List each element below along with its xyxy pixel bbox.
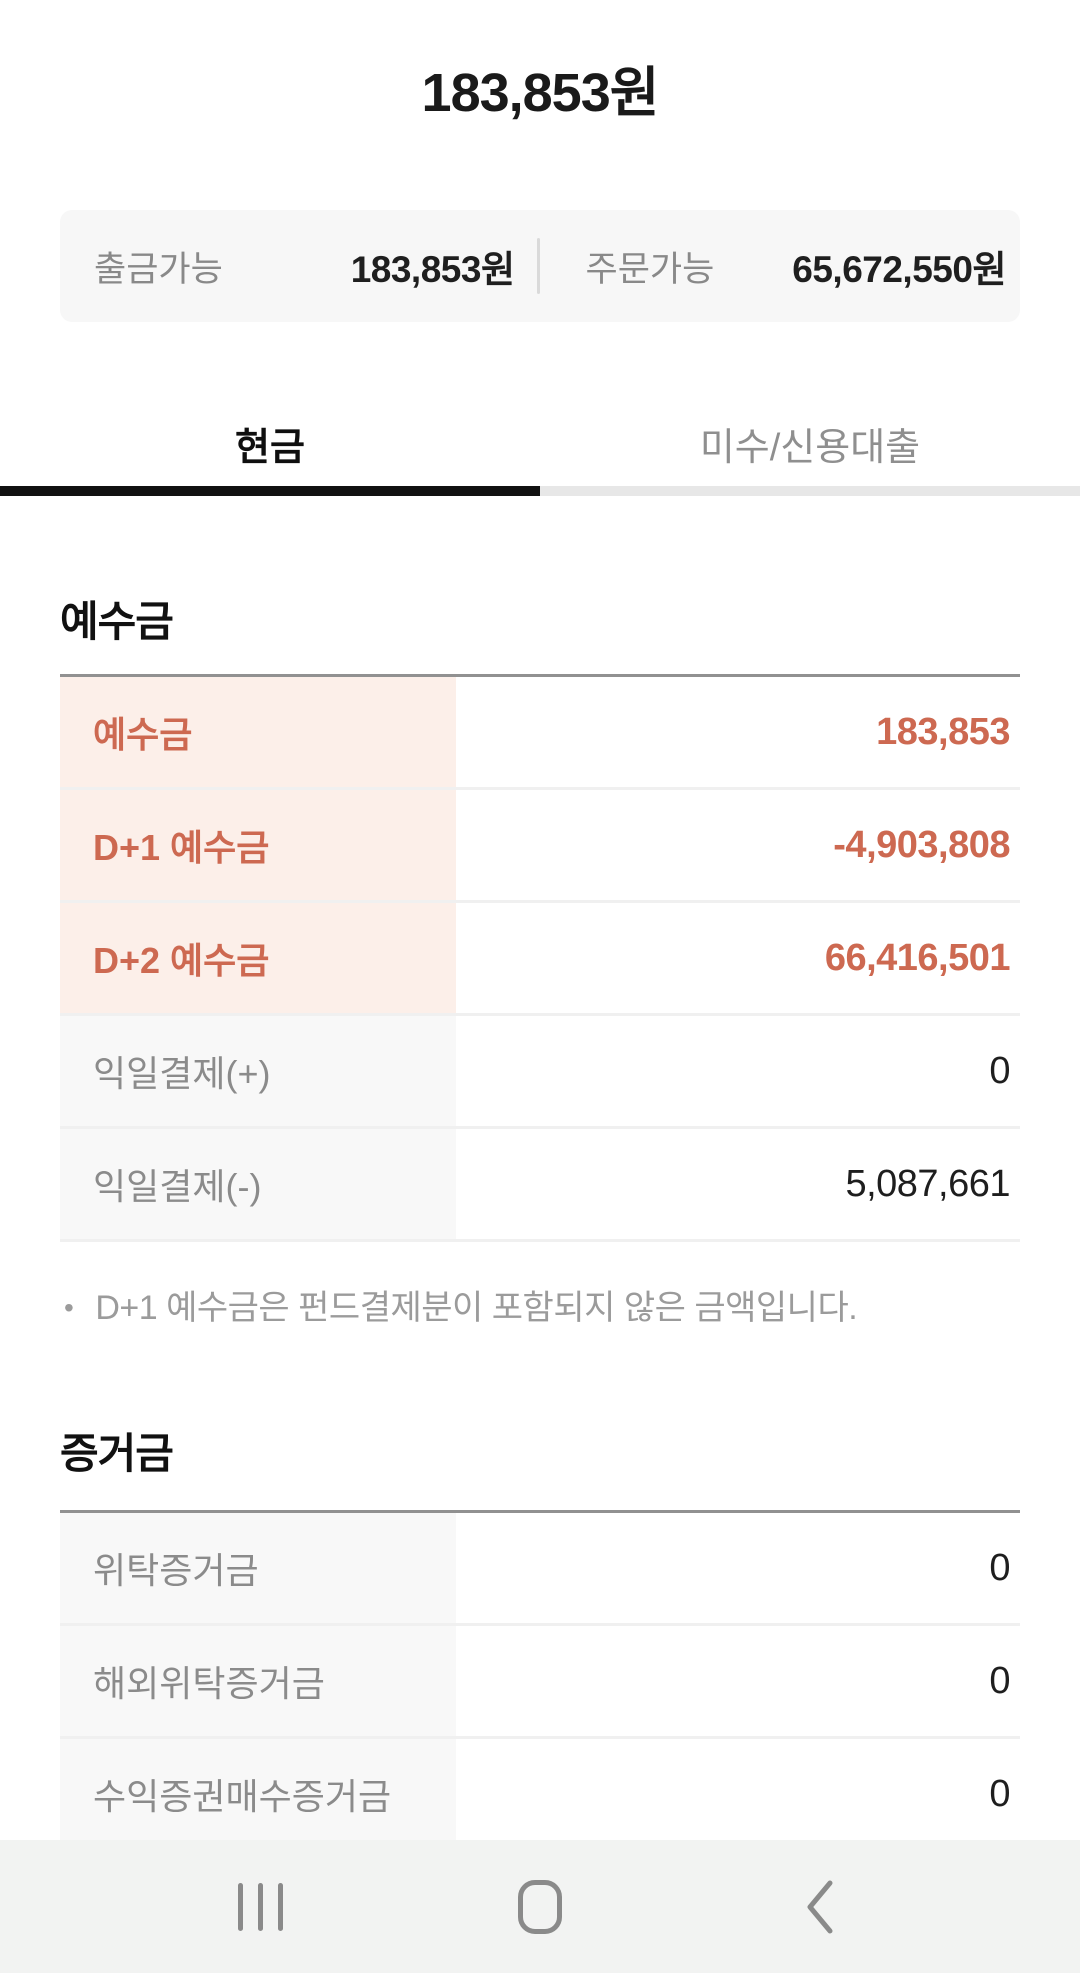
row-label: 수익증권매수증거금: [60, 1739, 456, 1849]
margin-table: 위탁증거금 0 해외위탁증거금 0 수익증권매수증거금 0: [60, 1510, 1020, 1852]
back-icon: [800, 1877, 840, 1937]
orderable-label: 주문가능: [585, 249, 715, 289]
withdrawable-value: 183,853원: [350, 249, 515, 290]
row-label: 해외위탁증거금: [60, 1626, 456, 1736]
row-label: D+2 예수금: [60, 903, 456, 1013]
note-bullet: •: [64, 1292, 74, 1323]
withdrawable-label: 출금가능: [94, 249, 223, 289]
row-label: 예수금: [60, 677, 456, 787]
deposit-table: 예수금 183,853 D+1 예수금 -4,903,808 D+2 예수금 6…: [60, 674, 1020, 1242]
table-row: D+1 예수금 -4,903,808: [60, 790, 1020, 903]
tab-credit-loan[interactable]: 미수/신용대출: [540, 400, 1080, 496]
row-label: D+1 예수금: [60, 790, 456, 900]
table-row: 해외위탁증거금 0: [60, 1626, 1020, 1739]
balance-tabs: 현금 미수/신용대출: [0, 400, 1080, 496]
summary-divider: [536, 238, 540, 294]
recent-apps-icon: [237, 1882, 283, 1931]
table-row: 익일결제(-) 5,087,661: [60, 1129, 1020, 1242]
android-nav-bar: [0, 1840, 1080, 1973]
total-balance-amount: 183,853원: [421, 63, 660, 123]
withdrawable-summary: 출금가능 183,853원: [60, 210, 537, 322]
tab-cash[interactable]: 현금: [0, 400, 540, 496]
row-value: 5,087,661: [845, 1162, 1010, 1205]
home-button[interactable]: [400, 1840, 680, 1973]
row-value: 0: [989, 1546, 1010, 1589]
deposit-section: 예수금 예수금 183,853 D+1 예수금 -4,903,808 D+2 예…: [0, 598, 1080, 1852]
row-value: -4,903,808: [833, 823, 1010, 866]
row-label: 익일결제(-): [60, 1129, 456, 1239]
row-value: 0: [989, 1659, 1010, 1702]
row-value: 0: [989, 1772, 1010, 1815]
balance-summary-bar: 출금가능 183,853원 주문가능 65,672,550원: [60, 210, 1020, 322]
row-value: 183,853: [876, 710, 1010, 753]
row-label: 익일결제(+): [60, 1016, 456, 1126]
note-text: D+1 예수금은 펀드결제분이 포함되지 않은 금액입니다.: [95, 1289, 858, 1327]
orderable-value: 65,672,550원: [792, 249, 1006, 290]
deposit-note: • D+1 예수금은 펀드결제분이 포함되지 않은 금액입니다.: [60, 1286, 1020, 1330]
home-icon: [518, 1879, 562, 1934]
row-label: 위탁증거금: [60, 1513, 456, 1623]
row-value: 66,416,501: [824, 936, 1011, 979]
orderable-summary: 주문가능 65,672,550원: [540, 210, 1021, 322]
table-row: 위탁증거금 0: [60, 1513, 1020, 1626]
margin-section-title: 증거금: [60, 1430, 174, 1477]
row-value: 0: [989, 1049, 1010, 1092]
deposit-section-title: 예수금: [60, 598, 174, 645]
back-button[interactable]: [680, 1840, 960, 1973]
recent-apps-button[interactable]: [120, 1840, 400, 1973]
table-row: 수익증권매수증거금 0: [60, 1739, 1020, 1852]
table-row: 예수금 183,853: [60, 677, 1020, 790]
table-row: D+2 예수금 66,416,501: [60, 903, 1020, 1016]
table-row: 익일결제(+) 0: [60, 1016, 1020, 1129]
